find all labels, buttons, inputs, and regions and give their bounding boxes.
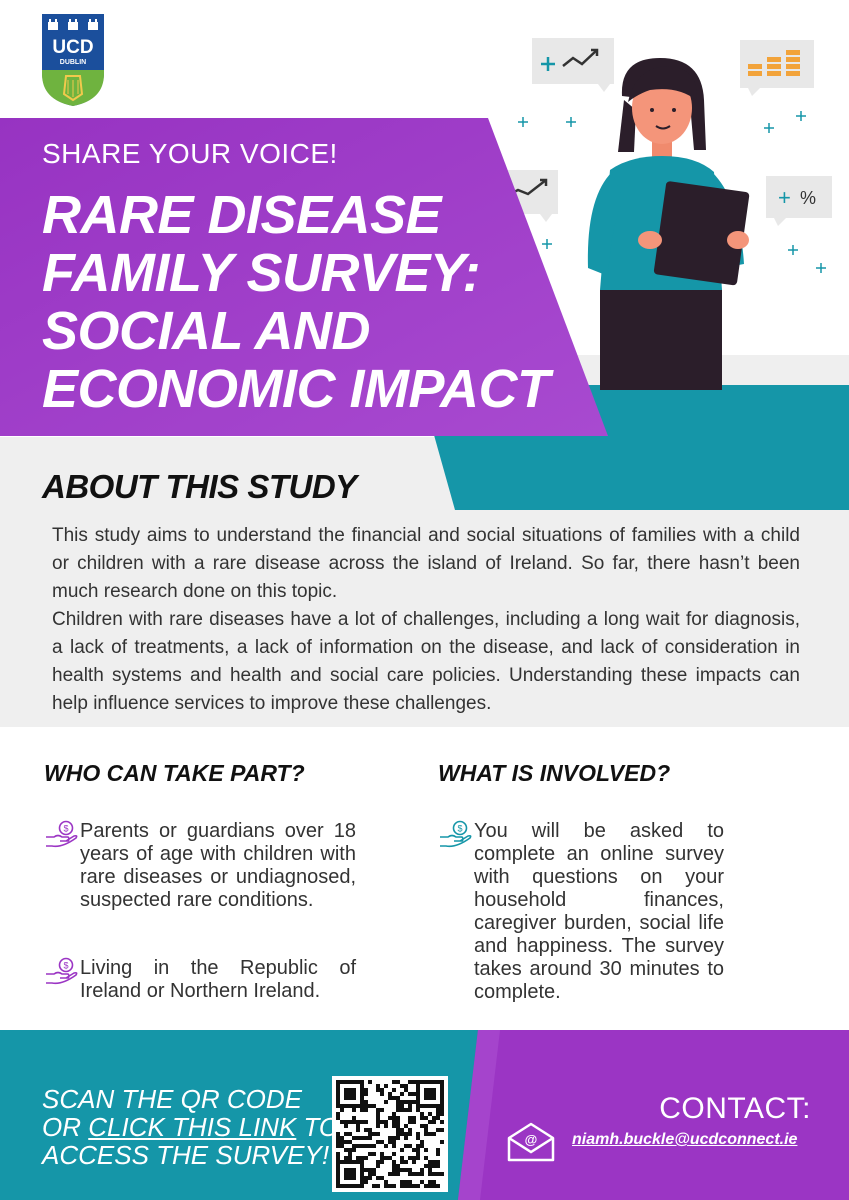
who-heading: WHO CAN TAKE PART?: [44, 760, 305, 786]
sparkle-icons: [506, 111, 826, 273]
contact-email-link[interactable]: niamh.buckle@ucdconnect.ie: [572, 1131, 798, 1148]
about-paragraph: This study aims to understand the financ…: [52, 525, 800, 602]
logo-text: UCD: [52, 37, 93, 58]
svg-text:$: $: [457, 824, 462, 834]
title-line: SOCIAL AND: [42, 301, 371, 361]
ucd-logo: UCD DUBLIN: [42, 14, 104, 106]
survey-link[interactable]: CLICK THIS LINK: [88, 1112, 297, 1142]
trend-chart-chip-icon: [532, 38, 614, 92]
plus-symbol: +: [778, 185, 791, 210]
svg-text:$: $: [63, 824, 68, 834]
list-item: $ Living in the Republic of Ireland or N…: [44, 957, 356, 1003]
logo-subtext: DUBLIN: [60, 59, 86, 66]
percent-chip-icon: + %: [766, 176, 832, 226]
woman-with-tablet-illustration: + %: [488, 38, 832, 390]
share-your-voice-heading: SHARE YOUR VOICE!: [42, 138, 338, 169]
contact-heading: CONTACT:: [659, 1092, 811, 1125]
percent-symbol: %: [800, 188, 816, 208]
list-item: $ You will be asked to complete an onlin…: [438, 820, 724, 1004]
scan-instructions: SCAN THE QR CODE OR CLICK THIS LINK TO A…: [42, 1084, 340, 1170]
svg-text:@: @: [525, 1132, 538, 1147]
header-banner: [0, 118, 608, 436]
about-heading: ABOUT THIS STUDY: [42, 468, 357, 505]
list-item: $ Parents or guardians over 18 years of …: [44, 820, 356, 912]
svg-text:$: $: [63, 961, 68, 971]
title-line: RARE DISEASE: [42, 185, 442, 245]
envelope-icon: @: [507, 1122, 555, 1162]
about-paragraph: Children with rare diseases have a lot o…: [52, 609, 800, 714]
title-line: FAMILY SURVEY:: [42, 243, 481, 303]
survey-title: RARE DISEASE FAMILY SURVEY: SOCIAL AND E…: [42, 186, 602, 418]
what-heading: WHAT IS INVOLVED?: [438, 760, 671, 786]
about-body: This study aims to understand the financ…: [52, 522, 800, 718]
hand-coin-icon: $: [46, 957, 78, 985]
qr-code[interactable]: [332, 1076, 448, 1192]
title-line: ECONOMIC IMPACT: [42, 359, 550, 419]
coins-chip-icon: [740, 40, 814, 96]
woman-figure: [587, 58, 750, 390]
hand-coin-icon: $: [440, 820, 472, 848]
hand-coin-icon: $: [46, 820, 78, 848]
